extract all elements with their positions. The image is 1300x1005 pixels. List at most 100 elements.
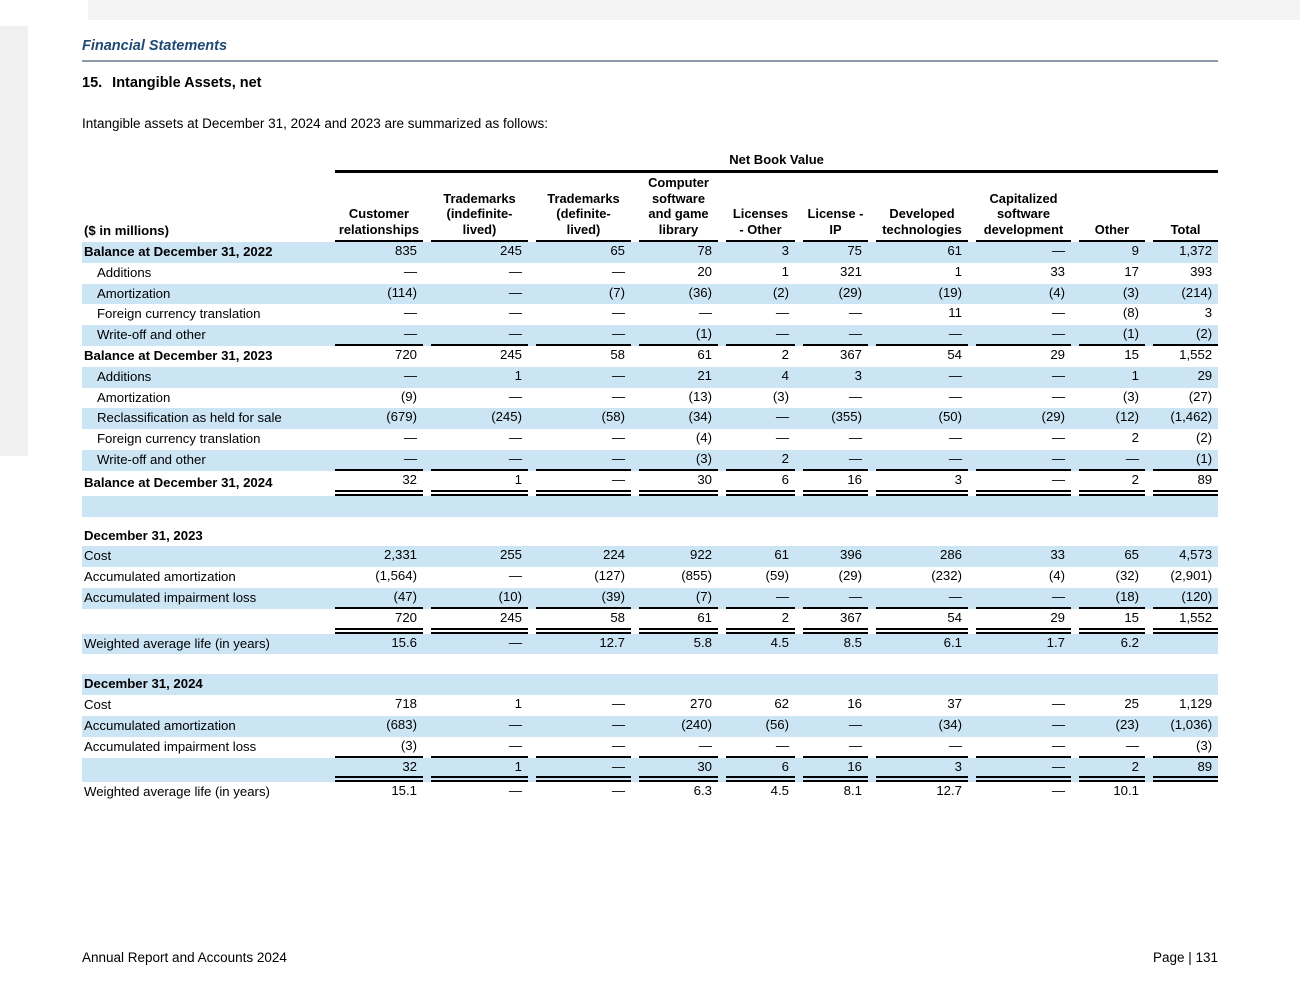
cell-value: 245 [499, 346, 522, 362]
cell-value: — [536, 450, 631, 471]
cell-value: — [335, 450, 423, 471]
table-row: Amortization (114) — (7) (36) (2) (29) (19) (4) (… [82, 283, 1219, 305]
cell-value: 6 [726, 471, 795, 496]
cell-value: — [726, 325, 795, 346]
cell-value: — [976, 471, 1071, 496]
table-row: Accumulated impairment loss (47) (10) (39) (… [82, 587, 1219, 609]
table-row: Weighted average life (in years) 15.1 — — 6.… [82, 782, 1218, 803]
cell-value: — [848, 716, 862, 732]
cell-value: 1,552 [1179, 346, 1213, 362]
cell-value: — [508, 716, 522, 732]
row-label: Additions [97, 368, 152, 384]
cell-value: — [803, 737, 868, 758]
cell-value: (245) [491, 409, 522, 425]
cell-value: 15 [1079, 609, 1145, 634]
cell-value: 32 [335, 758, 423, 783]
column-header-row: ($ in millions) Customer relationships Tr… [82, 173, 1219, 242]
cell-value: — [848, 388, 862, 404]
cell-value: 32 [335, 471, 423, 496]
cell-value: — [976, 588, 1071, 609]
cell-value: — [508, 305, 522, 321]
row-label: Accumulated impairment loss [84, 589, 257, 605]
table-row: Write-off and other — — — (3) 2 — — — — (1) [82, 449, 1219, 471]
cell-value: — [611, 263, 625, 279]
cell-value: (8) [1122, 305, 1139, 321]
cell-value: 1,129 [1179, 696, 1213, 712]
page-footer: Annual Report and Accounts 2024 Page | 1… [82, 950, 1218, 965]
cell-value: 62 [774, 696, 789, 712]
cell-value: — [1051, 716, 1065, 732]
cell-value: 29 [976, 609, 1071, 634]
cell-value: — [726, 588, 795, 609]
column-header-label: Trademarks (indefinite- lived) [431, 189, 528, 242]
cell-value: (2) [1153, 325, 1219, 346]
cell-value: 33 [1050, 263, 1065, 279]
cell-value: 718 [394, 696, 417, 712]
empty-cell [82, 496, 1218, 517]
table-row: Reclassification as held for sale (679) (2… [82, 408, 1219, 430]
cell-value: 720 [394, 346, 417, 362]
table-row: December 31, 2023 [82, 526, 1218, 547]
cell-value: — [611, 367, 625, 383]
cell-value: 2 [726, 450, 795, 471]
group-header-spacer [82, 152, 327, 173]
row-label: Additions [97, 264, 152, 280]
cell-value: — [611, 696, 625, 712]
net-book-value-header: Net Book Value [335, 152, 1219, 173]
cell-value: — [948, 430, 962, 446]
cell-value: 321 [839, 263, 862, 279]
cell-value: (120) [1153, 588, 1219, 609]
cell-value: 2 [781, 346, 789, 362]
cell-value: (56) [765, 716, 789, 732]
row-label: Write-off and other [97, 451, 206, 467]
cell-value: — [403, 430, 417, 446]
cell-value: 61 [639, 609, 718, 634]
intro-text: Intangible assets at December 31, 2024 a… [82, 116, 549, 131]
cell-value: (18) [1079, 588, 1145, 609]
cell-value: 6 [726, 758, 795, 783]
cell-value: 65 [1124, 547, 1139, 563]
cell-value: 1,372 [1179, 243, 1213, 258]
cell-value: — [876, 588, 968, 609]
column-header-label: Computer software and game library [639, 173, 718, 242]
cell-value: (4) [1048, 284, 1065, 300]
column-header: Developed technologies [868, 173, 968, 242]
cell-value: 16 [803, 758, 868, 783]
cell-value: — [536, 325, 631, 346]
row-label: Accumulated amortization [84, 569, 236, 585]
cell-value: — [536, 737, 631, 758]
cell-value: 393 [1190, 263, 1213, 279]
empty-cell [82, 517, 1218, 526]
cell-value: 922 [689, 547, 712, 563]
row-label: Balance at December 31, 2022 [84, 244, 273, 259]
table-row: 32 1 — 30 6 16 3 — 2 89 [82, 757, 1219, 783]
cell-value: — [976, 758, 1071, 783]
cell-value: — [848, 430, 862, 446]
cell-value: 6.1 [943, 634, 962, 650]
document-page: Financial Statements 15. Intangible Asset… [82, 0, 1219, 803]
cell-value: 286 [939, 547, 962, 563]
cell-value: — [876, 450, 968, 471]
cell-value: — [1051, 696, 1065, 712]
cell-value: — [976, 737, 1071, 758]
cell-value: (3) [772, 388, 789, 404]
row-label: December 31, 2024 [84, 676, 203, 692]
cell-value: 78 [697, 243, 712, 258]
cell-value: 255 [499, 547, 522, 563]
cell-value: (1,564) [375, 568, 417, 584]
column-header: Capitalized software development [968, 173, 1071, 242]
cell-value: (34) [688, 409, 712, 425]
cell-value: — [611, 716, 625, 732]
column-header: Trademarks (definite- lived) [528, 173, 631, 242]
row-label: Accumulated impairment loss [84, 738, 257, 754]
cell-value: (59) [765, 568, 789, 584]
note-number: 15. [82, 75, 103, 91]
table-row: Balance at December 31, 2022 835 245 65 78 3 7… [82, 242, 1219, 263]
row-label: Accumulated amortization [84, 717, 236, 733]
cell-value: 10.1 [1113, 783, 1139, 799]
table-row: Accumulated amortization (1,564) — (127) (85… [82, 567, 1218, 588]
cell-value: 21 [697, 367, 712, 383]
cell-value: — [611, 783, 625, 799]
page-top-edge [88, 0, 1300, 20]
cell-value: 3 [1204, 305, 1213, 321]
